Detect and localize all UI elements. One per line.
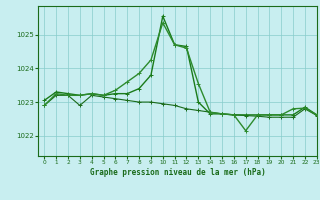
X-axis label: Graphe pression niveau de la mer (hPa): Graphe pression niveau de la mer (hPa)	[90, 168, 266, 177]
